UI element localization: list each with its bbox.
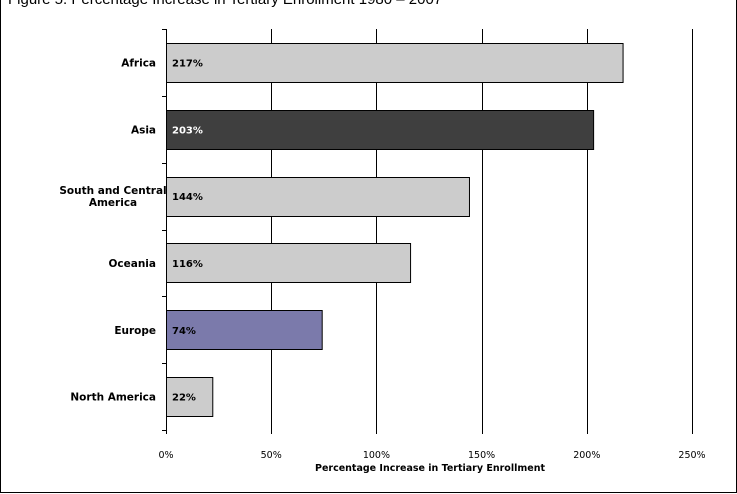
- axes: [162, 29, 693, 434]
- value-label: 116%: [172, 259, 203, 270]
- bar: [166, 43, 624, 83]
- bar: [166, 243, 412, 283]
- x-tick-label: 100%: [363, 450, 390, 461]
- bar: [166, 310, 323, 350]
- x-tick-label: 250%: [678, 450, 705, 461]
- category-label: Europe: [114, 325, 156, 337]
- category-label: South and Central America: [59, 185, 166, 209]
- bar: [166, 110, 595, 150]
- x-tick-label: 50%: [261, 450, 282, 461]
- bars: [166, 43, 624, 417]
- value-label: 203%: [172, 125, 203, 136]
- x-tick-label: 200%: [573, 450, 600, 461]
- value-label: 22%: [172, 393, 196, 404]
- figure-title: Figure 5. Percentage Increase in Tertiar…: [8, 0, 442, 9]
- value-label: 144%: [172, 192, 203, 203]
- category-label: Oceania: [108, 258, 156, 270]
- value-label: 217%: [172, 58, 203, 69]
- gridlines: [271, 29, 693, 430]
- x-tick-label: 0%: [158, 450, 173, 461]
- category-label: Asia: [131, 124, 156, 136]
- x-tick-label: 150%: [468, 450, 495, 461]
- category-label: Africa: [121, 57, 156, 69]
- bar: [166, 177, 470, 217]
- labels: 0% 50% 100% 150% 200% 250% 217% Africa 203% Asia 1…: [59, 57, 705, 461]
- x-axis-title: Percentage Increase in Tertiary Enrollme…: [315, 463, 545, 474]
- value-label: 74%: [172, 326, 196, 337]
- category-label: North America: [70, 392, 156, 404]
